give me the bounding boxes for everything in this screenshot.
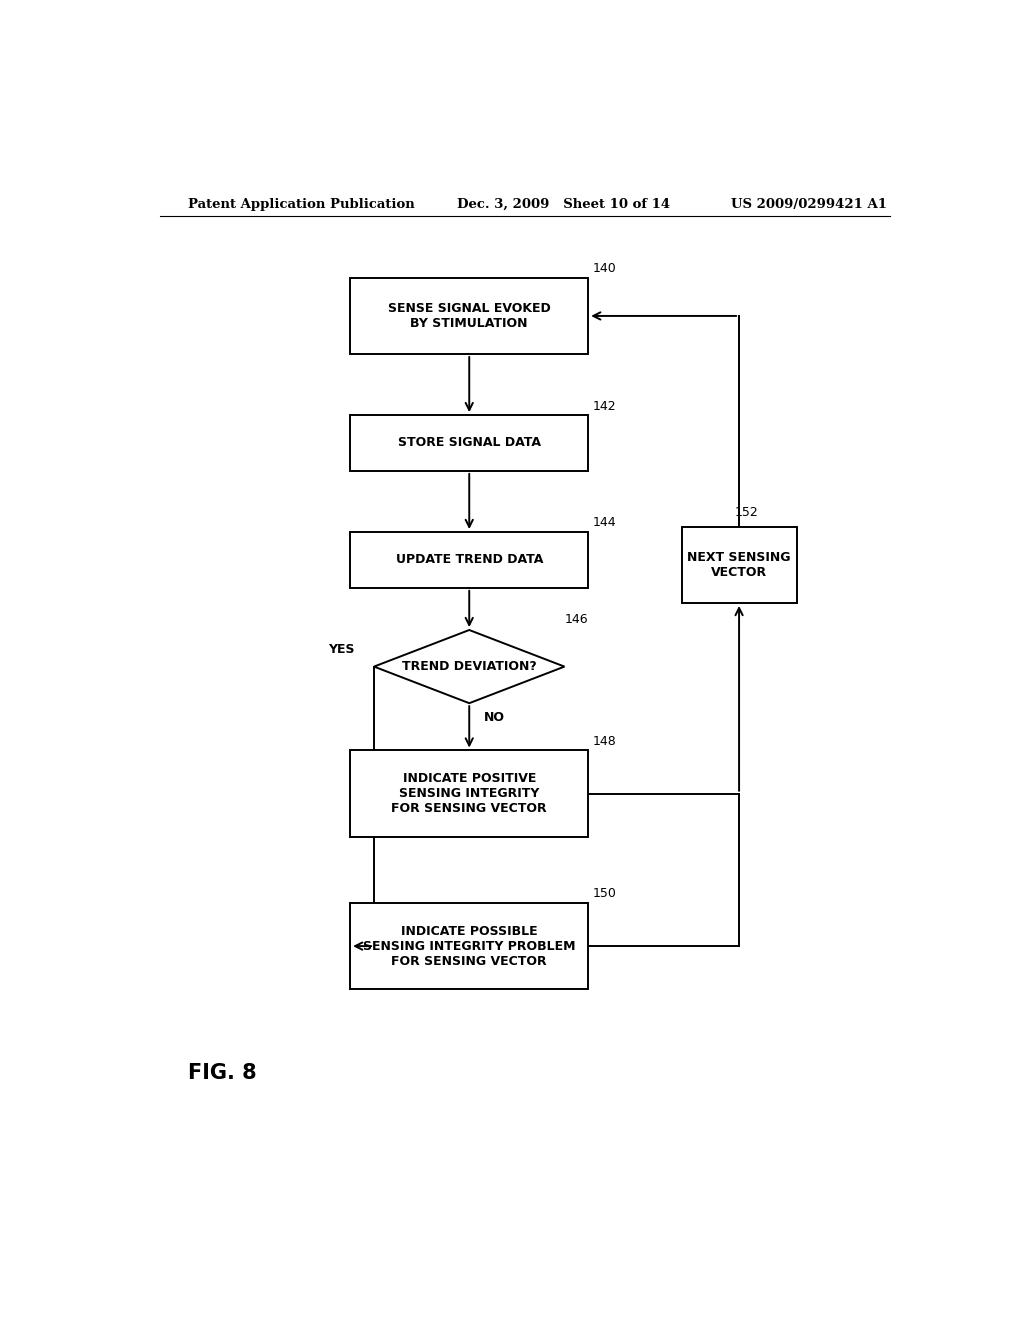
Text: INDICATE POSSIBLE
SENSING INTEGRITY PROBLEM
FOR SENSING VECTOR: INDICATE POSSIBLE SENSING INTEGRITY PROB… bbox=[362, 924, 575, 968]
Text: NO: NO bbox=[483, 711, 505, 725]
Text: 148: 148 bbox=[592, 735, 616, 748]
Text: 150: 150 bbox=[592, 887, 616, 900]
Bar bbox=[682, 527, 797, 603]
Text: UPDATE TREND DATA: UPDATE TREND DATA bbox=[395, 553, 543, 566]
Text: FIG. 8: FIG. 8 bbox=[187, 1063, 256, 1084]
Bar bbox=[350, 751, 588, 837]
Text: YES: YES bbox=[328, 643, 354, 656]
Text: Patent Application Publication: Patent Application Publication bbox=[187, 198, 415, 211]
Text: 152: 152 bbox=[735, 507, 759, 519]
Bar bbox=[350, 532, 588, 587]
Text: STORE SIGNAL DATA: STORE SIGNAL DATA bbox=[397, 437, 541, 450]
Text: 146: 146 bbox=[564, 612, 588, 626]
Text: NEXT SENSING
VECTOR: NEXT SENSING VECTOR bbox=[687, 550, 791, 579]
Polygon shape bbox=[374, 630, 564, 704]
Bar bbox=[350, 277, 588, 354]
Bar bbox=[350, 414, 588, 471]
Text: Dec. 3, 2009   Sheet 10 of 14: Dec. 3, 2009 Sheet 10 of 14 bbox=[458, 198, 671, 211]
Text: 142: 142 bbox=[592, 400, 615, 412]
Text: TREND DEVIATION?: TREND DEVIATION? bbox=[401, 660, 537, 673]
Text: 140: 140 bbox=[592, 263, 616, 276]
Text: 144: 144 bbox=[592, 516, 615, 529]
Text: US 2009/0299421 A1: US 2009/0299421 A1 bbox=[731, 198, 887, 211]
Bar bbox=[350, 903, 588, 989]
Text: SENSE SIGNAL EVOKED
BY STIMULATION: SENSE SIGNAL EVOKED BY STIMULATION bbox=[388, 302, 551, 330]
Text: INDICATE POSITIVE
SENSING INTEGRITY
FOR SENSING VECTOR: INDICATE POSITIVE SENSING INTEGRITY FOR … bbox=[391, 772, 547, 816]
